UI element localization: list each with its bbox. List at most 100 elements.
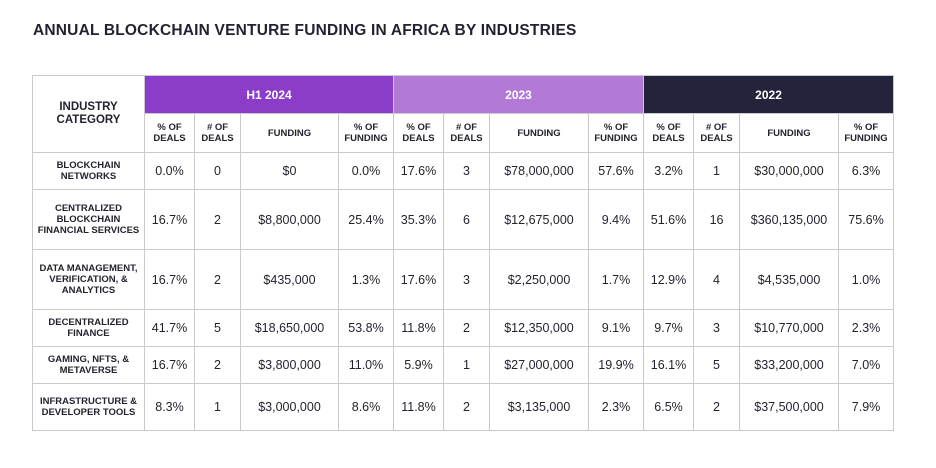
subcolumn-header: FUNDING xyxy=(739,113,840,153)
table-cell: 2 xyxy=(693,383,741,431)
table-cell: 75.6% xyxy=(838,189,895,250)
table-row: DECENTRALIZED FINANCE 41.7% 5 $18,650,000 53… xyxy=(32,309,895,347)
table-cell: 16.7% xyxy=(144,346,195,384)
table-cell: 0.0% xyxy=(144,152,195,190)
industry-category-label: GAMING, NFTS, & METAVERSE xyxy=(32,346,145,384)
table-cell: 9.4% xyxy=(587,189,645,250)
subcolumn-header: FUNDING xyxy=(240,113,339,153)
table-cell: 16.7% xyxy=(144,189,195,250)
industry-category-label: DATA MANAGEMENT, VERIFICATION, & ANALYTI… xyxy=(32,249,145,310)
table-cell: 11.8% xyxy=(393,383,444,431)
table-cell: 6.3% xyxy=(838,152,895,190)
subcolumn-header: # OF DEALS xyxy=(194,113,241,153)
table-cell: $37,500,000 xyxy=(739,383,840,431)
table-cell: 5 xyxy=(194,309,241,347)
subcolumn-header: FUNDING xyxy=(489,113,589,153)
table-cell: 3.2% xyxy=(643,152,695,190)
industry-category-label: INFRASTRUCTURE & DEVELOPER TOOLS xyxy=(32,383,145,431)
table-cell: $10,770,000 xyxy=(739,309,840,347)
table-cell: 1 xyxy=(194,383,241,431)
table-cell: 1 xyxy=(443,346,490,384)
group-header-row: INDUSTRY CATEGORY H1 2024 2023 2022 xyxy=(32,75,895,153)
table-cell: $3,800,000 xyxy=(240,346,339,384)
table-cell: 3 xyxy=(443,249,490,310)
table-cell: 6.5% xyxy=(643,383,695,431)
table-cell: 5 xyxy=(693,346,741,384)
table-cell: $360,135,000 xyxy=(739,189,840,250)
table-cell: 2.3% xyxy=(587,383,645,431)
subcolumn-header: % OF FUNDING xyxy=(338,113,394,153)
table-cell: 2 xyxy=(194,346,241,384)
table-cell: 7.9% xyxy=(838,383,895,431)
table-row: DATA MANAGEMENT, VERIFICATION, & ANALYTI… xyxy=(32,249,895,310)
group-header-2023: 2023 xyxy=(392,75,645,114)
subcolumn-header: % OF DEALS xyxy=(144,113,195,153)
table-cell: 2 xyxy=(194,189,241,250)
subcolumn-header-row: % OF DEALS # OF DEALS FUNDING% OF FUNDING%… xyxy=(33,113,895,153)
table-cell: $0 xyxy=(240,152,339,190)
table-cell: 17.6% xyxy=(393,249,444,310)
table-cell: $30,000,000 xyxy=(739,152,840,190)
table-cell: 2 xyxy=(443,309,490,347)
table-cell: $2,250,000 xyxy=(489,249,589,310)
table-row: BLOCKCHAIN NETWORKS 0.0% 0 $0 0.0% 17.6% 3 $78,… xyxy=(32,152,895,190)
table-cell: 19.9% xyxy=(587,346,645,384)
table-cell: $78,000,000 xyxy=(489,152,589,190)
table-cell: 9.7% xyxy=(643,309,695,347)
industry-category-label: BLOCKCHAIN NETWORKS xyxy=(32,152,145,190)
industry-category-label: DECENTRALIZED FINANCE xyxy=(32,309,145,347)
group-header-h1-2024: H1 2024 xyxy=(144,75,394,114)
industry-category-label: CENTRALIZED BLOCKCHAIN FINANCIAL SERVICE… xyxy=(32,189,145,250)
table-cell: 0.0% xyxy=(338,152,394,190)
table-cell: 16 xyxy=(693,189,741,250)
table-cell: $3,135,000 xyxy=(489,383,589,431)
table-row: INFRASTRUCTURE & DEVELOPER TOOLS 8.3% 1 $3,… xyxy=(32,383,895,431)
table-cell: $8,800,000 xyxy=(240,189,339,250)
table-cell: 7.0% xyxy=(838,346,895,384)
table-cell: 2 xyxy=(443,383,490,431)
table-cell: 35.3% xyxy=(393,189,444,250)
table-cell: 12.9% xyxy=(643,249,695,310)
table-cell: 11.0% xyxy=(338,346,394,384)
table-cell: 57.6% xyxy=(587,152,645,190)
subcolumn-header: % OF FUNDING xyxy=(838,113,895,153)
subcolumn-header: # OF DEALS xyxy=(693,113,741,153)
table-cell: 17.6% xyxy=(393,152,444,190)
table-cell: 53.8% xyxy=(338,309,394,347)
row-header: INDUSTRY CATEGORY xyxy=(32,75,145,153)
table-cell: 1.0% xyxy=(838,249,895,310)
table-cell: 41.7% xyxy=(144,309,195,347)
table-row: GAMING, NFTS, & METAVERSE 16.7% 2 $3,800,00… xyxy=(32,346,895,384)
table-cell: 9.1% xyxy=(587,309,645,347)
table-cell: $3,000,000 xyxy=(240,383,339,431)
table-row: CENTRALIZED BLOCKCHAIN FINANCIAL SERVICE… xyxy=(32,189,895,250)
table-cell: 1.7% xyxy=(587,249,645,310)
subcolumn-header: # OF DEALS xyxy=(443,113,490,153)
table-cell: 16.1% xyxy=(643,346,695,384)
table-cell: 51.6% xyxy=(643,189,695,250)
table-cell: 8.6% xyxy=(338,383,394,431)
subcolumn-header: % OF DEALS xyxy=(643,113,695,153)
table-cell: 4 xyxy=(693,249,741,310)
subcolumn-header: % OF DEALS xyxy=(393,113,444,153)
table-cell: 16.7% xyxy=(144,249,195,310)
group-header-2022: 2022 xyxy=(643,75,895,114)
table-cell: 25.4% xyxy=(338,189,394,250)
table-cell: 3 xyxy=(693,309,741,347)
table-cell: 1.3% xyxy=(338,249,394,310)
table-cell: $12,350,000 xyxy=(489,309,589,347)
table-cell: 8.3% xyxy=(144,383,195,431)
table-cell: $33,200,000 xyxy=(739,346,840,384)
table-cell: 11.8% xyxy=(393,309,444,347)
subcolumn-header: % OF FUNDING xyxy=(587,113,645,153)
table-cell: 1 xyxy=(693,152,741,190)
table-cell: 3 xyxy=(443,152,490,190)
table-cell: $18,650,000 xyxy=(240,309,339,347)
table-cell: $435,000 xyxy=(240,249,339,310)
table-cell: $27,000,000 xyxy=(489,346,589,384)
table-cell: $12,675,000 xyxy=(489,189,589,250)
table-cell: 5.9% xyxy=(393,346,444,384)
table-cell: 2.3% xyxy=(838,309,895,347)
table-cell: 2 xyxy=(194,249,241,310)
chart-title: ANNUAL BLOCKCHAIN VENTURE FUNDING IN AFR… xyxy=(33,22,577,39)
